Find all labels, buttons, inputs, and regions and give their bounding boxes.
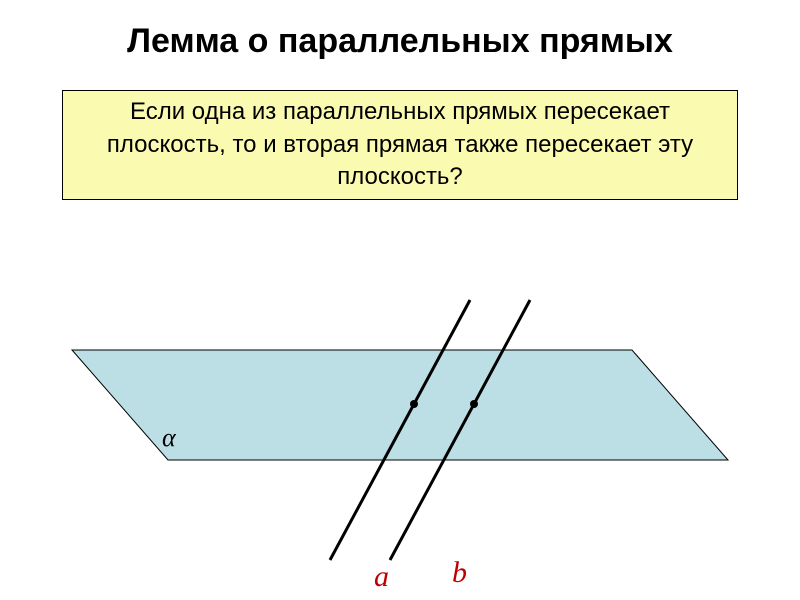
slide: Лемма о параллельных прямых Если одна из… [0, 0, 800, 600]
intersection-point-a [410, 400, 418, 408]
intersection-point-b [470, 400, 478, 408]
line-a-label: a [374, 560, 389, 594]
line-b-label: b [452, 556, 467, 590]
slide-title: Лемма о параллельных прямых [0, 22, 800, 61]
diagram-svg: α [72, 310, 728, 570]
plane-label-alpha: α [162, 423, 177, 452]
lemma-statement-text: Если одна из параллельных прямых пересек… [77, 96, 723, 193]
lemma-statement-box: Если одна из параллельных прямых пересек… [62, 90, 738, 200]
diagram-container: α a b [72, 310, 728, 570]
